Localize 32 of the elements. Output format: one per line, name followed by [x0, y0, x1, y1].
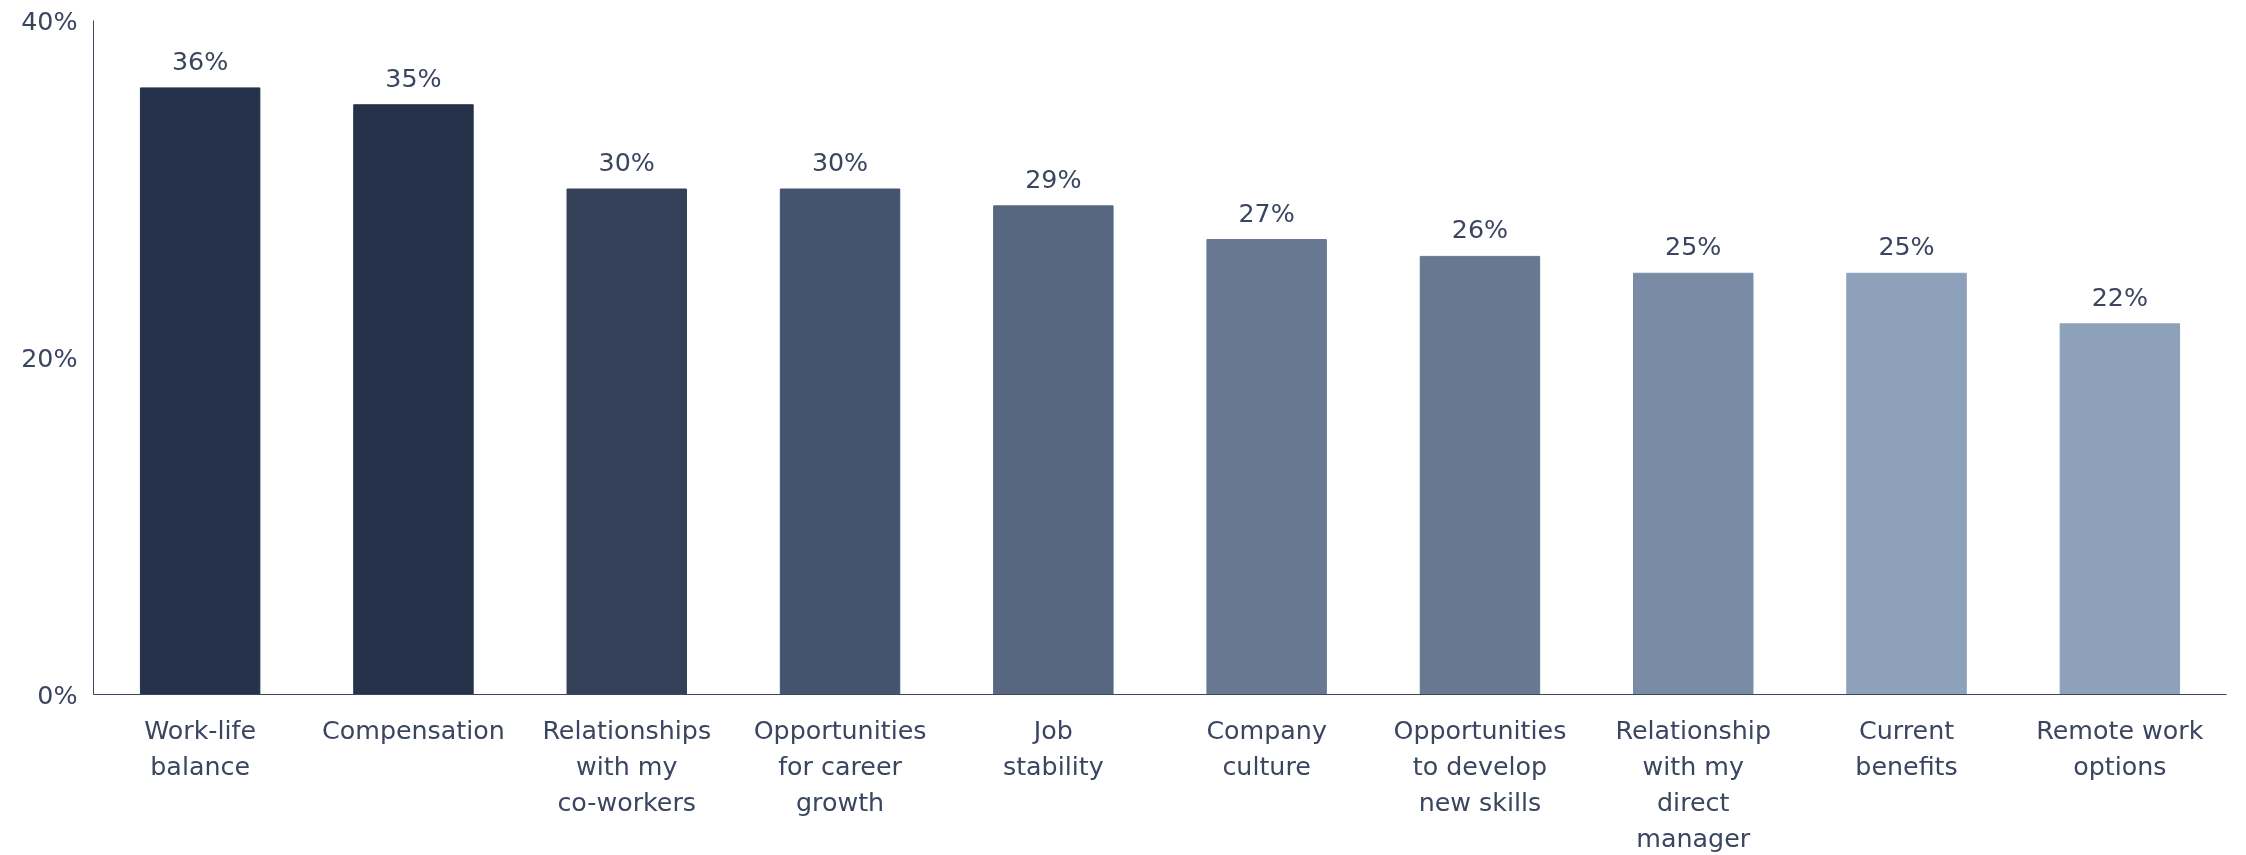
- bar: [1846, 272, 1967, 695]
- data-label: 29%: [1025, 163, 1082, 194]
- bar: [1419, 255, 1541, 695]
- bar: [139, 87, 261, 695]
- x-tick-label: Opportunities for career growth: [753, 714, 927, 817]
- data-label: 36%: [172, 45, 229, 76]
- x-tick-label: Remote work options: [2036, 714, 2204, 781]
- data-label: 25%: [1878, 231, 1935, 262]
- x-tick-label: Job stability: [1002, 714, 1104, 781]
- data-label: 30%: [811, 147, 869, 177]
- bar: [353, 104, 474, 695]
- bar: [779, 188, 901, 695]
- bar: [1633, 272, 1754, 695]
- bar: [993, 205, 1114, 695]
- data-label: 35%: [385, 62, 442, 93]
- x-tick-label: Current benefits: [1855, 714, 1958, 781]
- bar: [2059, 323, 2181, 695]
- x-tick-label: Relationship with my direct manager: [1615, 714, 1771, 853]
- x-tick-label: Company culture: [1206, 714, 1327, 781]
- data-label: 30%: [598, 147, 655, 177]
- x-tick-label: Work-life balance: [144, 714, 257, 781]
- bar: [1206, 239, 1327, 695]
- x-tick-label: Relationships with my co-workers: [542, 714, 712, 817]
- y-tick-label: 20%: [21, 342, 78, 373]
- y-tick-label: 0%: [37, 679, 78, 710]
- x-tick-label: Compensation: [322, 714, 505, 745]
- data-label: 22%: [2091, 281, 2148, 312]
- data-label: 27%: [1238, 197, 1295, 228]
- y-tick-label: 40%: [21, 5, 78, 36]
- data-label: 26%: [1451, 214, 1509, 245]
- data-label: 25%: [1665, 231, 1722, 262]
- x-tick-label: Opportunities to develop new skills: [1393, 714, 1567, 817]
